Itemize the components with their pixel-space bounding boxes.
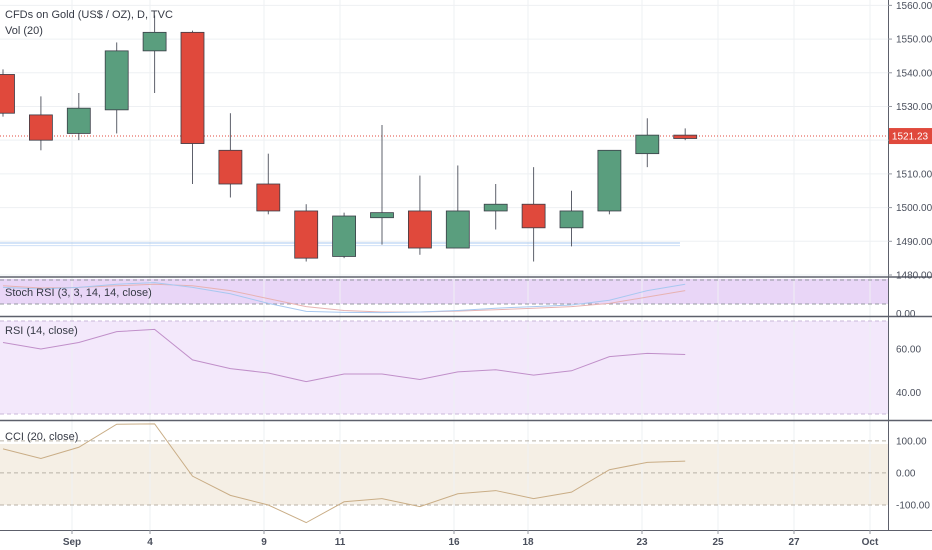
price-tick-label: 1530.00 bbox=[896, 102, 932, 113]
candle-body bbox=[28, 114, 53, 141]
stoch-tick-label: 0.00 bbox=[896, 309, 916, 320]
cci-tick-label: 100.00 bbox=[896, 436, 927, 447]
candle[interactable] bbox=[256, 153, 281, 215]
candle-body bbox=[0, 74, 15, 114]
candle[interactable] bbox=[28, 96, 53, 151]
time-axis[interactable]: Sep 4 9 11 16 18 23 25 27 Oct bbox=[63, 530, 879, 548]
rsi-tick-label: 40.00 bbox=[896, 388, 921, 399]
time-tick-label: 16 bbox=[448, 537, 460, 548]
candle-body bbox=[370, 212, 394, 219]
last-price-badge: 1521.23 bbox=[889, 128, 932, 145]
time-tick-label: 9 bbox=[261, 537, 267, 548]
candle[interactable] bbox=[521, 167, 546, 262]
candle[interactable] bbox=[635, 118, 660, 168]
price-tick-label: 1480.00 bbox=[896, 271, 932, 282]
candles bbox=[0, 15, 698, 262]
cci-label: CCI (20, close) bbox=[5, 431, 78, 443]
chart-grid bbox=[0, 0, 888, 530]
price-pane bbox=[0, 15, 698, 262]
candle-body bbox=[445, 210, 470, 249]
candle-body bbox=[597, 149, 622, 212]
candle[interactable] bbox=[66, 93, 91, 141]
candle-body bbox=[294, 210, 319, 259]
candle-body bbox=[521, 203, 546, 229]
price-axis[interactable]: 1560.001550.001540.001530.001520.001510.… bbox=[888, 1, 932, 512]
cci-line bbox=[2, 423, 686, 524]
price-tick-label: 1550.00 bbox=[896, 35, 932, 46]
candle-body bbox=[483, 203, 508, 212]
time-tick-label: Sep bbox=[63, 537, 81, 548]
candle[interactable] bbox=[104, 42, 129, 134]
candle[interactable] bbox=[673, 128, 698, 141]
rsi-pane bbox=[0, 320, 888, 415]
chart-title: CFDs on Gold (US$ / OZ), D, TVC bbox=[5, 9, 173, 21]
candle[interactable] bbox=[483, 184, 508, 230]
candle-body bbox=[104, 50, 129, 111]
rsi-line bbox=[2, 328, 686, 383]
candle-body bbox=[218, 149, 243, 185]
candle[interactable] bbox=[597, 149, 622, 215]
price-tick-label: 1510.00 bbox=[896, 169, 932, 180]
price-tick-label: 1500.00 bbox=[896, 203, 932, 214]
candle-body bbox=[407, 210, 432, 249]
pane-separators bbox=[0, 0, 932, 531]
time-tick-label: 27 bbox=[788, 537, 800, 548]
stoch-d-line bbox=[2, 283, 686, 313]
volume-label: Vol (20) bbox=[5, 25, 43, 37]
candle[interactable] bbox=[142, 15, 167, 93]
price-tick-label: 1490.00 bbox=[896, 237, 932, 248]
candle[interactable] bbox=[218, 113, 243, 198]
time-tick-label: 11 bbox=[335, 537, 346, 548]
candle-body bbox=[180, 31, 205, 144]
stoch-rsi-pane bbox=[0, 279, 888, 314]
candle-body bbox=[66, 107, 91, 134]
time-tick-label: 18 bbox=[522, 537, 534, 548]
candle[interactable] bbox=[0, 69, 15, 117]
candle-body bbox=[332, 215, 357, 257]
stoch-k-line bbox=[2, 282, 686, 314]
candle-body bbox=[635, 134, 660, 155]
candle[interactable] bbox=[559, 190, 584, 247]
rsi-tick-label: 60.00 bbox=[896, 345, 921, 356]
candle[interactable] bbox=[370, 125, 394, 245]
candle-body bbox=[256, 183, 281, 212]
rsi-label: RSI (14, close) bbox=[5, 325, 78, 337]
candle[interactable] bbox=[445, 165, 470, 249]
last-price-value: 1521.23 bbox=[892, 132, 929, 143]
cci-pane bbox=[0, 423, 888, 524]
stoch-rsi-label: Stoch RSI (3, 3, 14, 14, close) bbox=[5, 287, 152, 299]
time-tick-label: 25 bbox=[712, 537, 724, 548]
price-tick-label: 1560.00 bbox=[896, 1, 932, 12]
candle[interactable] bbox=[407, 175, 432, 255]
candle-body bbox=[559, 210, 584, 229]
pane-backgrounds bbox=[0, 279, 888, 505]
candle[interactable] bbox=[332, 212, 357, 259]
price-tick-label: 1540.00 bbox=[896, 68, 932, 79]
cci-tick-label: 0.00 bbox=[896, 468, 916, 479]
candle[interactable] bbox=[180, 30, 205, 184]
time-tick-label: 4 bbox=[147, 537, 153, 548]
time-tick-label: Oct bbox=[862, 537, 879, 548]
time-tick-label: 23 bbox=[636, 537, 648, 548]
candle[interactable] bbox=[294, 204, 319, 262]
candle-body bbox=[673, 134, 698, 139]
cci-tick-label: -100.00 bbox=[896, 500, 930, 511]
candle-body bbox=[142, 31, 167, 52]
